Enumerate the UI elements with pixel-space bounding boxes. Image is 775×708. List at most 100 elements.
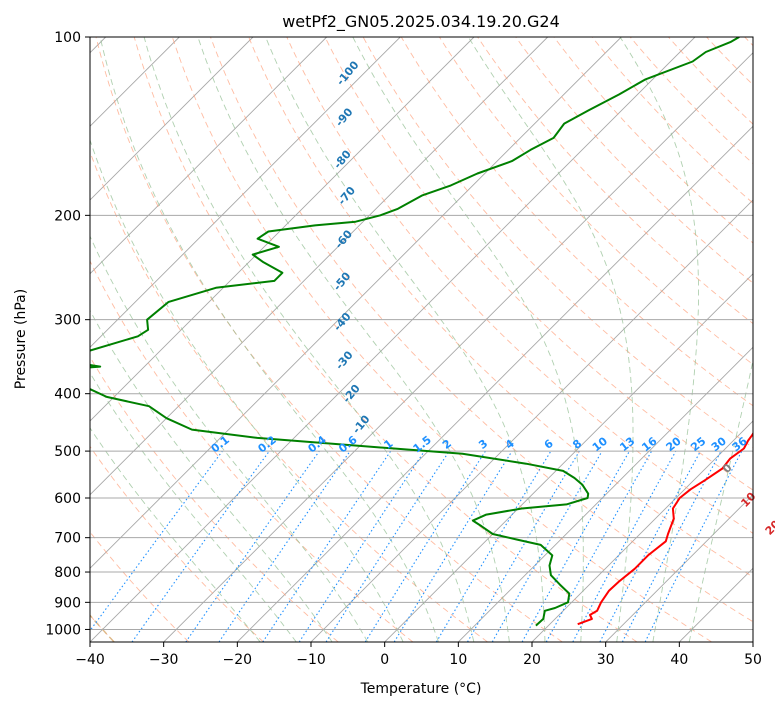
dry-adiabat — [286, 37, 753, 534]
dewpoint-profile — [90, 37, 740, 627]
x-tick-label: −20 — [223, 652, 253, 668]
isotherm-line — [163, 52, 753, 642]
dry-adiabat — [90, 356, 339, 642]
dry-adiabat — [515, 37, 753, 284]
isotherm-line — [531, 420, 753, 642]
adiabat-label: -70 — [335, 184, 358, 208]
mixing-ratio-line — [599, 450, 701, 642]
isotherm-line — [90, 37, 696, 642]
isotherm-line — [90, 37, 475, 422]
moist-adiabat — [467, 37, 634, 642]
plot-frame — [89, 36, 754, 643]
moist-adiabat — [90, 309, 333, 642]
dry-adiabat — [744, 37, 753, 47]
y-tick-label: 300 — [54, 313, 81, 329]
moist-adiabat — [688, 358, 753, 642]
mixing-ratio-label: 6 — [542, 437, 556, 452]
y-tick-label: 600 — [54, 491, 81, 507]
background-lines — [90, 37, 753, 642]
moist-adiabat — [90, 138, 404, 642]
moist-adiabat — [352, 37, 584, 642]
y-tick-label: 700 — [54, 531, 81, 547]
mixing-ratio-label: 0.4 — [305, 433, 329, 455]
dry-adiabat — [95, 37, 563, 642]
mixing-ratio-line — [644, 450, 743, 642]
line-labels: 0.1 0.2 0.4 0.6 1 1.5 2 3 4 6 8 10 13 16 20 25 30 36-100-… — [209, 58, 775, 537]
isotherm-line — [310, 199, 753, 642]
moist-adiabat — [99, 37, 439, 642]
isotherm-line — [384, 273, 753, 642]
dry-adiabat — [90, 150, 488, 642]
isotherm-line — [752, 641, 753, 642]
mixing-ratio-line — [521, 450, 630, 642]
dry-adiabat — [90, 445, 264, 642]
profiles — [90, 37, 753, 627]
y-tick-label: 800 — [54, 565, 81, 581]
mixing-ratio-line — [364, 450, 486, 642]
adiabat-label: -90 — [333, 105, 356, 129]
y-axis: 100 200 300 400 500 600 700 800 900 1000 — [45, 30, 90, 638]
adiabat-label: -10 — [350, 412, 373, 436]
dry-adiabat — [324, 37, 753, 491]
dry-adiabat — [248, 37, 753, 578]
isotherm-line — [678, 567, 753, 642]
x-tick-label: 20 — [523, 652, 541, 668]
y-tick-label: 500 — [54, 444, 81, 460]
x-tick-label: 30 — [597, 652, 615, 668]
y-tick-label: 1000 — [45, 622, 81, 638]
dry-adiabat — [668, 37, 753, 125]
chart-title: wetPf2_GN05.2025.034.19.20.G24 — [282, 12, 560, 32]
adiabat-label: -30 — [333, 348, 356, 372]
moist-adiabat — [90, 372, 297, 642]
dry-adiabat — [90, 259, 414, 642]
x-tick-label: 0 — [380, 652, 389, 668]
adiabat-label: -40 — [331, 310, 354, 334]
adiabat-label: -80 — [331, 147, 354, 171]
mixing-ratio-label: 0.1 — [209, 433, 232, 455]
mixing-ratio-line — [393, 450, 513, 642]
mixing-ratio-line — [218, 450, 351, 642]
x-tick-label: 50 — [744, 652, 762, 668]
x-tick-label: −30 — [149, 652, 179, 668]
isotherm-line — [236, 125, 753, 642]
y-tick-label: 100 — [54, 30, 81, 46]
mixing-ratio-line — [262, 450, 392, 642]
moist-adiabat — [265, 37, 546, 642]
adiabat-label: 20 — [763, 517, 775, 537]
y-axis-title: Pressure (hPa) — [13, 289, 29, 389]
dry-adiabat — [591, 37, 753, 204]
dry-adiabat — [171, 37, 712, 642]
mixing-ratio-line — [435, 450, 552, 642]
moist-adiabat — [90, 427, 261, 642]
mixing-ratio-line — [185, 450, 320, 642]
y-tick-label: 200 — [54, 208, 81, 224]
y-tick-label: 900 — [54, 595, 81, 611]
isotherm-line — [90, 37, 549, 496]
pressure-grid — [90, 37, 753, 630]
dry-adiabat — [133, 37, 638, 642]
isotherm-line — [90, 37, 622, 569]
mixing-ratio-line — [545, 450, 653, 642]
adiabat-label: -60 — [332, 227, 355, 251]
moist-adiabat — [197, 37, 510, 642]
mixing-ratio-line — [90, 450, 223, 632]
isotherm-line — [457, 346, 753, 642]
x-tick-label: 40 — [670, 652, 688, 668]
dry-adiabat — [706, 37, 753, 86]
isotherm-line — [90, 37, 401, 348]
x-axis: −40 −30 −20 −10 0 10 20 30 40 50 — [75, 642, 762, 668]
moist-adiabat — [143, 37, 475, 642]
mixing-ratio-line — [572, 450, 677, 642]
x-tick-label: −10 — [296, 652, 326, 668]
mixing-ratio-line — [298, 450, 425, 642]
isotherm-line — [605, 494, 753, 642]
mixing-ratio-line — [325, 450, 450, 642]
mixing-ratio-line — [131, 450, 270, 642]
x-tick-label: −40 — [75, 652, 105, 668]
y-tick-label: 400 — [54, 387, 81, 403]
isotherm-line — [90, 37, 328, 275]
temperature-profile — [577, 431, 753, 626]
moist-adiabat — [90, 235, 369, 642]
